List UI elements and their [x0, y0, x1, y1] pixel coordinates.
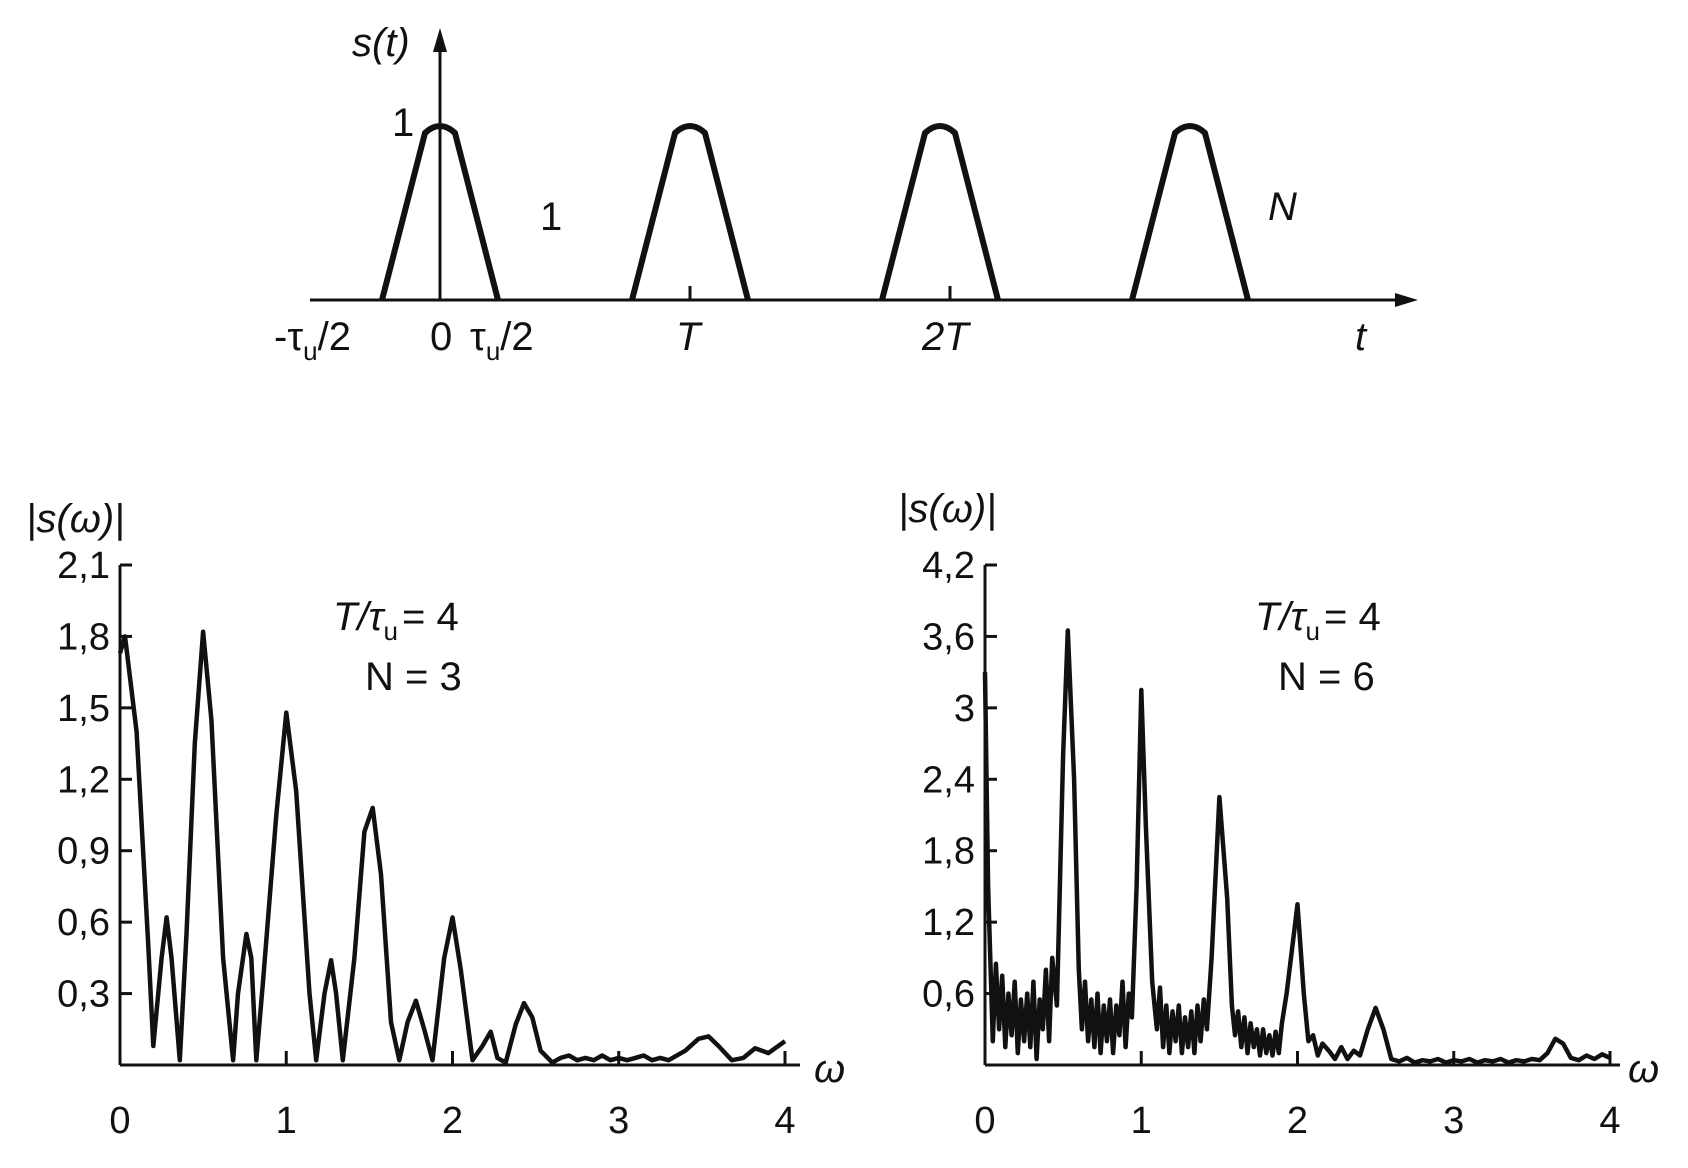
y-tick-label: 1,2	[922, 902, 975, 944]
y-tick-label: 1,8	[922, 831, 975, 873]
tick-zero: 0	[430, 315, 452, 359]
spectrum2-n-annotation: N = 6	[1278, 655, 1375, 699]
x-tick-label: 0	[974, 1100, 995, 1142]
spectrum2-series	[982, 628, 1611, 1065]
y-tick-label: 3,6	[922, 616, 975, 658]
y-tick-label: 3	[954, 688, 975, 730]
y-tick-label: 1,8	[57, 616, 110, 658]
t-axis-label: t	[1355, 315, 1368, 359]
x-tick-label: 4	[1599, 1100, 1620, 1142]
spectrum-chart-n3: |s(ω)| ω T/τu = 4 N = 3 0,3 0,6 0,9 1,2 1,5 1,…	[26, 497, 845, 1142]
y-tick-label: 2,4	[922, 759, 975, 801]
y-tick-label: 4,2	[922, 545, 975, 587]
spectrum2-y-ticks: 0,6 1,2 1,8 2,4 3 3,6 4,2	[922, 545, 997, 1016]
pulse-3	[879, 123, 1001, 301]
tick-plus-tau-half: τu/2	[470, 315, 534, 366]
pulse-group	[379, 123, 1251, 301]
pulse-1	[379, 123, 501, 301]
spectrum1-ratio-annotation: T/τu = 4	[333, 595, 459, 646]
x-tick-label: 2	[442, 1100, 463, 1142]
x-tick-label: 2	[1287, 1100, 1308, 1142]
y-tick-label: 0,9	[57, 831, 110, 873]
x-tick-label: 1	[1131, 1100, 1152, 1142]
y-tick-label: 0,6	[57, 902, 110, 944]
spectrum2-y-label: |s(ω)|	[898, 487, 997, 531]
spectrum1-x-label: ω	[814, 1047, 845, 1091]
pulse-label-1: 1	[540, 195, 562, 239]
spectrum-line-1	[117, 629, 787, 1065]
y-tick-label: 0,3	[57, 974, 110, 1016]
spectrum2-x-ticks: 0 1 2 3 4	[974, 1051, 1621, 1142]
x-tick-label: 3	[608, 1100, 629, 1142]
spectrum1-x-ticks: 0 1 2 3 4	[109, 1051, 796, 1142]
tick-label-2T: 2T	[921, 315, 971, 359]
spectrum-chart-n6: |s(ω)| ω T/τu = 4 N = 6 0,6 1,2 1,8 2,4 3 3,6 4…	[898, 487, 1659, 1142]
spectrum2-ratio-annotation: T/τu = 4	[1255, 595, 1381, 646]
tick-label-T: T	[676, 315, 703, 359]
x-tick-label: 4	[774, 1100, 795, 1142]
time-axis-arrow	[1395, 293, 1418, 307]
spectrum1-series	[117, 629, 787, 1065]
pulse-4	[1129, 123, 1251, 301]
spectrum2-x-label: ω	[1628, 1047, 1659, 1091]
y-tick-label: 1,2	[57, 759, 110, 801]
st-axis-label: s(t)	[352, 21, 410, 65]
y-tick-label: 2,1	[57, 545, 110, 587]
y-tick-label: 1,5	[57, 688, 110, 730]
x-tick-label: 0	[109, 1100, 130, 1142]
pulse-label-N: N	[1268, 185, 1297, 229]
x-tick-label: 3	[1443, 1100, 1464, 1142]
spectrum1-n-annotation: N = 3	[365, 655, 462, 699]
tick-minus-tau-half: -τu/2	[274, 315, 351, 366]
st-tick-1: 1	[392, 101, 414, 145]
pulse-chart: s(t) 1 1 N t -τu/2 0 τu/2 T 2T	[274, 21, 1418, 366]
spectrum1-y-ticks: 0,3 0,6 0,9 1,2 1,5 1,8 2,1	[57, 545, 132, 1016]
spectrum-line-1	[982, 628, 1611, 1065]
x-tick-label: 1	[276, 1100, 297, 1142]
spectrum1-y-label: |s(ω)|	[26, 497, 125, 541]
amplitude-axis-arrow	[433, 28, 447, 52]
pulse-2	[629, 123, 751, 301]
y-tick-label: 0,6	[922, 974, 975, 1016]
